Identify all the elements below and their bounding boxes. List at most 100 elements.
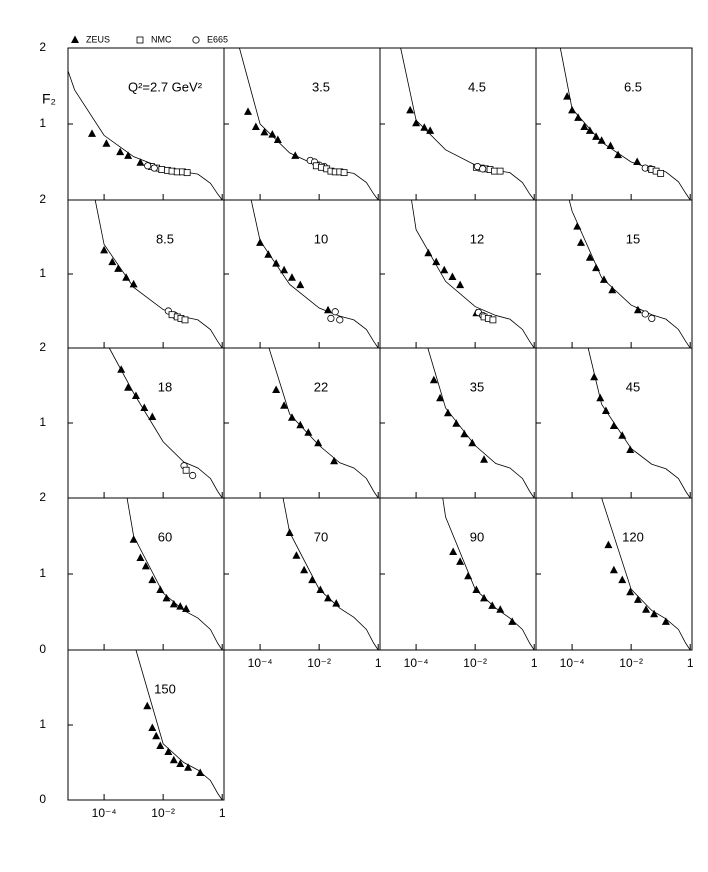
panel-frame [535,497,693,651]
fit-curve [442,497,535,651]
x-tick-label: 10⁻² [463,656,487,670]
triangle-point [131,391,140,399]
fit-curve [282,497,379,651]
triangle-point [563,92,572,100]
triangle-point [88,129,97,137]
circle-point [189,471,197,480]
panel-frame [67,347,225,499]
triangle-point [176,602,185,610]
x-tick-label: 1 [531,656,538,670]
panel-frame [67,649,225,801]
triangle-point [124,383,133,391]
triangle-point [440,265,449,274]
panel-label: 70 [314,529,328,544]
triangle-point [251,122,260,131]
y-tick-label: 2 [39,192,46,206]
panel-label: 60 [158,529,172,544]
triangle-point [608,285,617,294]
triangle-point [292,551,301,559]
triangle-point [633,595,642,603]
triangle-point [568,105,577,114]
triangle-point [108,257,117,266]
triangle-point [244,107,253,115]
panel-label: Q²=2.7 GeV² [128,79,203,94]
triangle-point [140,403,149,411]
triangle-point [291,151,300,159]
triangle-point [324,305,333,314]
circle-point [144,162,152,170]
panel-frame [67,199,225,349]
y-tick-label: 1 [39,566,46,580]
triangle-point [152,731,161,740]
triangle-point [448,272,457,280]
fit-curve [108,347,223,499]
fit-curve [559,47,691,201]
circle-point [648,314,656,322]
y-tick-label: 1 [39,717,46,731]
panel-label: 3.5 [312,79,330,94]
panel-label: 35 [470,379,484,394]
triangle-point [592,263,601,272]
panel-label: 18 [158,379,172,394]
fit-curve [94,199,223,349]
triangle-point [432,257,441,266]
triangle-point [626,445,635,453]
panel-label: 12 [470,231,484,246]
y-tick-label: 0 [39,792,46,806]
triangle-point [452,419,461,427]
triangle-point [296,420,305,429]
triangle-point [117,365,126,373]
triangle-point [169,599,178,608]
triangle-point [626,587,635,596]
triangle-point [420,123,429,131]
panel-label: 6.5 [624,79,642,94]
panel-label: 8.5 [156,231,174,246]
y-tick-label: 0 [39,642,46,656]
triangle-point [136,553,145,562]
legend-label: ZEUS [86,34,110,44]
panel-frame [535,199,693,349]
circle-point [641,310,649,318]
square-point [340,169,348,177]
triangle-point [496,605,505,613]
legend-marker [136,36,144,44]
triangle-point [176,759,185,767]
panel-label: 10 [314,231,328,246]
triangle-point [508,617,517,625]
fit-curve [268,347,379,499]
triangle-point [464,571,473,580]
triangle-point [264,250,273,258]
panel-label: 120 [622,529,644,544]
circle-point [150,164,158,172]
triangle-point [184,763,193,771]
triangle-point [468,438,477,447]
triangle-point [273,135,282,143]
triangle-point [592,132,601,140]
x-tick-label: 1 [219,806,226,820]
triangle-point [436,393,445,402]
panel-label: 90 [470,529,484,544]
triangle-point [102,139,111,147]
triangle-point [609,421,618,429]
triangle-point [308,575,317,584]
y-tick-label: 1 [39,415,46,429]
circle-point [331,308,339,316]
fit-curve [239,47,379,201]
fit-curve [135,649,223,801]
triangle-point [642,605,651,613]
triangle-point [614,150,623,159]
triangle-point [287,273,296,281]
y-tick-label: 2 [39,490,46,504]
fit-curve [587,347,691,499]
panel-frame [223,47,381,201]
triangle-point [272,385,281,393]
triangle-point [426,126,435,134]
panel-label: 22 [314,379,328,394]
triangle-point [141,561,150,570]
triangle-point [114,264,123,272]
triangle-point [164,747,173,755]
triangle-point [633,157,642,165]
triangle-point [296,280,305,289]
triangle-point [162,593,171,602]
